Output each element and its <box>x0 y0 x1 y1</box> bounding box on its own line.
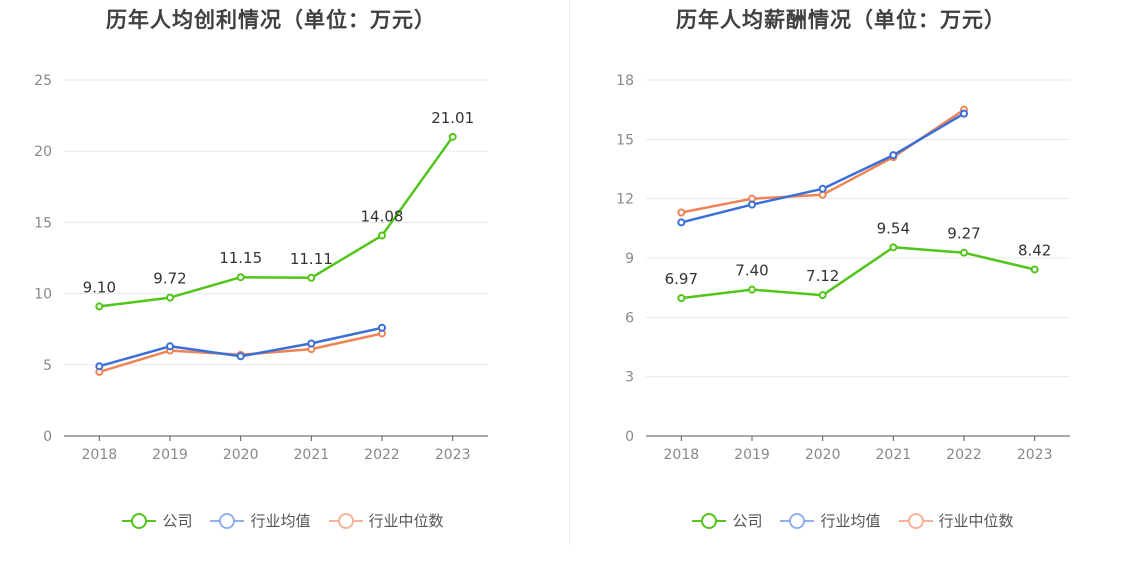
legend-industry-avg-icon <box>780 512 815 530</box>
profit-per-capita-chart: 0 5 10 15 20 25 2018 2019 2020 2021 2022 2023 9.10 9.… <box>34 73 488 463</box>
series-line-industry-avg <box>98 326 383 368</box>
legend-company-icon <box>692 512 727 530</box>
legend-industry-avg-icon <box>210 512 245 530</box>
data-label: 6.97 <box>665 270 698 288</box>
data-point-industry-avg <box>307 339 316 348</box>
data-point-company <box>889 243 898 252</box>
y-tick-label: 15 <box>34 215 52 231</box>
salary-per-capita-chart: 0 3 6 9 12 15 18 2018 2019 2020 2021 2022 2023 6.97 7.… <box>616 73 1070 463</box>
legend-label: 行业中位数 <box>938 512 1014 530</box>
y-tick-label: 3 <box>625 370 634 386</box>
data-label: 7.40 <box>735 262 768 280</box>
x-tick-label: 2018 <box>82 447 118 463</box>
series-line-company <box>681 246 1035 300</box>
legend-label: 公司 <box>732 512 763 530</box>
data-label: 11.11 <box>290 250 333 268</box>
data-point-company <box>378 231 386 240</box>
legend-label: 行业均值 <box>820 512 881 530</box>
data-point-company <box>448 132 457 141</box>
y-tick-label: 25 <box>34 73 52 89</box>
legend-item-company[interactable]: 公司 <box>122 510 192 531</box>
y-tick-label: 18 <box>616 73 634 89</box>
data-point-industry-avg <box>677 218 686 227</box>
y-tick-label: 20 <box>34 144 52 160</box>
x-tick-label: 2020 <box>223 447 259 463</box>
y-tick-label: 9 <box>625 251 634 267</box>
series-line-company <box>99 136 454 308</box>
data-point-industry-avg <box>166 342 174 351</box>
data-label: 9.27 <box>947 225 980 243</box>
data-point-industry-median <box>677 208 686 217</box>
y-tick-label: 5 <box>43 358 52 374</box>
data-point-company <box>307 273 316 282</box>
data-label: 21.01 <box>431 109 474 127</box>
y-tick-label: 6 <box>625 310 634 326</box>
data-point-industry-avg <box>748 200 756 209</box>
y-tick-label: 15 <box>616 132 634 148</box>
legend-label: 公司 <box>162 512 193 530</box>
data-point-company <box>818 291 827 300</box>
x-tick-label: 2023 <box>435 447 471 463</box>
legend-industry-median-icon <box>328 512 363 530</box>
data-point-industry-avg <box>95 362 104 371</box>
legend-company-icon <box>122 512 157 530</box>
profit-per-capita-panel: 历年人均创利情况（单位：万元） 0 5 10 15 20 25 2018 2019 2020 20… <box>0 0 566 582</box>
data-point-industry-avg <box>378 323 386 332</box>
legend-label: 行业中位数 <box>368 512 444 530</box>
legend: 公司 行业均值 行业中位数 <box>572 510 1134 531</box>
data-point-company <box>236 273 245 282</box>
salary-per-capita-panel: 历年人均薪酬情况（单位：万元） 0 3 6 9 12 15 18 2018 2019 2020 20… <box>572 0 1134 582</box>
data-label: 9.54 <box>877 219 910 237</box>
x-tick-label: 2021 <box>876 447 912 463</box>
data-point-company <box>1030 265 1039 274</box>
data-label: 11.15 <box>219 249 262 267</box>
legend: 公司 行业均值 行业中位数 <box>0 510 566 531</box>
series-line-industry-avg <box>680 112 965 224</box>
data-label: 7.12 <box>806 267 839 285</box>
panel-divider <box>569 0 570 545</box>
x-tick-label: 2019 <box>152 447 188 463</box>
data-point-industry-avg <box>818 184 827 193</box>
x-tick-label: 2019 <box>734 447 770 463</box>
data-label: 9.10 <box>83 278 116 296</box>
legend-item-industry-avg[interactable]: 行业均值 <box>780 510 881 531</box>
y-tick-label: 0 <box>625 429 634 445</box>
data-label: 14.08 <box>361 208 404 226</box>
data-point-company <box>748 285 756 294</box>
data-point-company <box>677 294 686 303</box>
data-point-company <box>95 302 104 311</box>
data-point-industry-avg <box>889 151 898 160</box>
data-point-company <box>960 248 968 257</box>
legend-item-company[interactable]: 公司 <box>692 510 762 531</box>
legend-item-industry-median[interactable]: 行业中位数 <box>898 510 1014 531</box>
x-tick-label: 2022 <box>364 447 400 463</box>
x-tick-label: 2020 <box>805 447 841 463</box>
legend-label: 行业均值 <box>250 512 311 530</box>
x-tick-label: 2021 <box>294 447 330 463</box>
legend-item-industry-median[interactable]: 行业中位数 <box>328 510 444 531</box>
data-point-industry-avg <box>960 109 968 118</box>
y-tick-label: 10 <box>34 287 52 303</box>
data-label: 9.72 <box>153 270 186 288</box>
data-label: 8.42 <box>1018 241 1051 259</box>
chart-title: 历年人均薪酬情况（单位：万元） <box>676 8 1006 32</box>
x-tick-label: 2023 <box>1017 447 1053 463</box>
chart-title: 历年人均创利情况（单位：万元） <box>106 8 436 32</box>
y-tick-label: 0 <box>43 429 52 445</box>
data-point-company <box>166 293 174 302</box>
data-point-industry-avg <box>236 352 245 361</box>
x-tick-label: 2018 <box>664 447 700 463</box>
x-tick-label: 2022 <box>946 447 982 463</box>
y-tick-label: 12 <box>616 192 634 208</box>
legend-industry-median-icon <box>898 512 933 530</box>
legend-item-industry-avg[interactable]: 行业均值 <box>210 510 311 531</box>
